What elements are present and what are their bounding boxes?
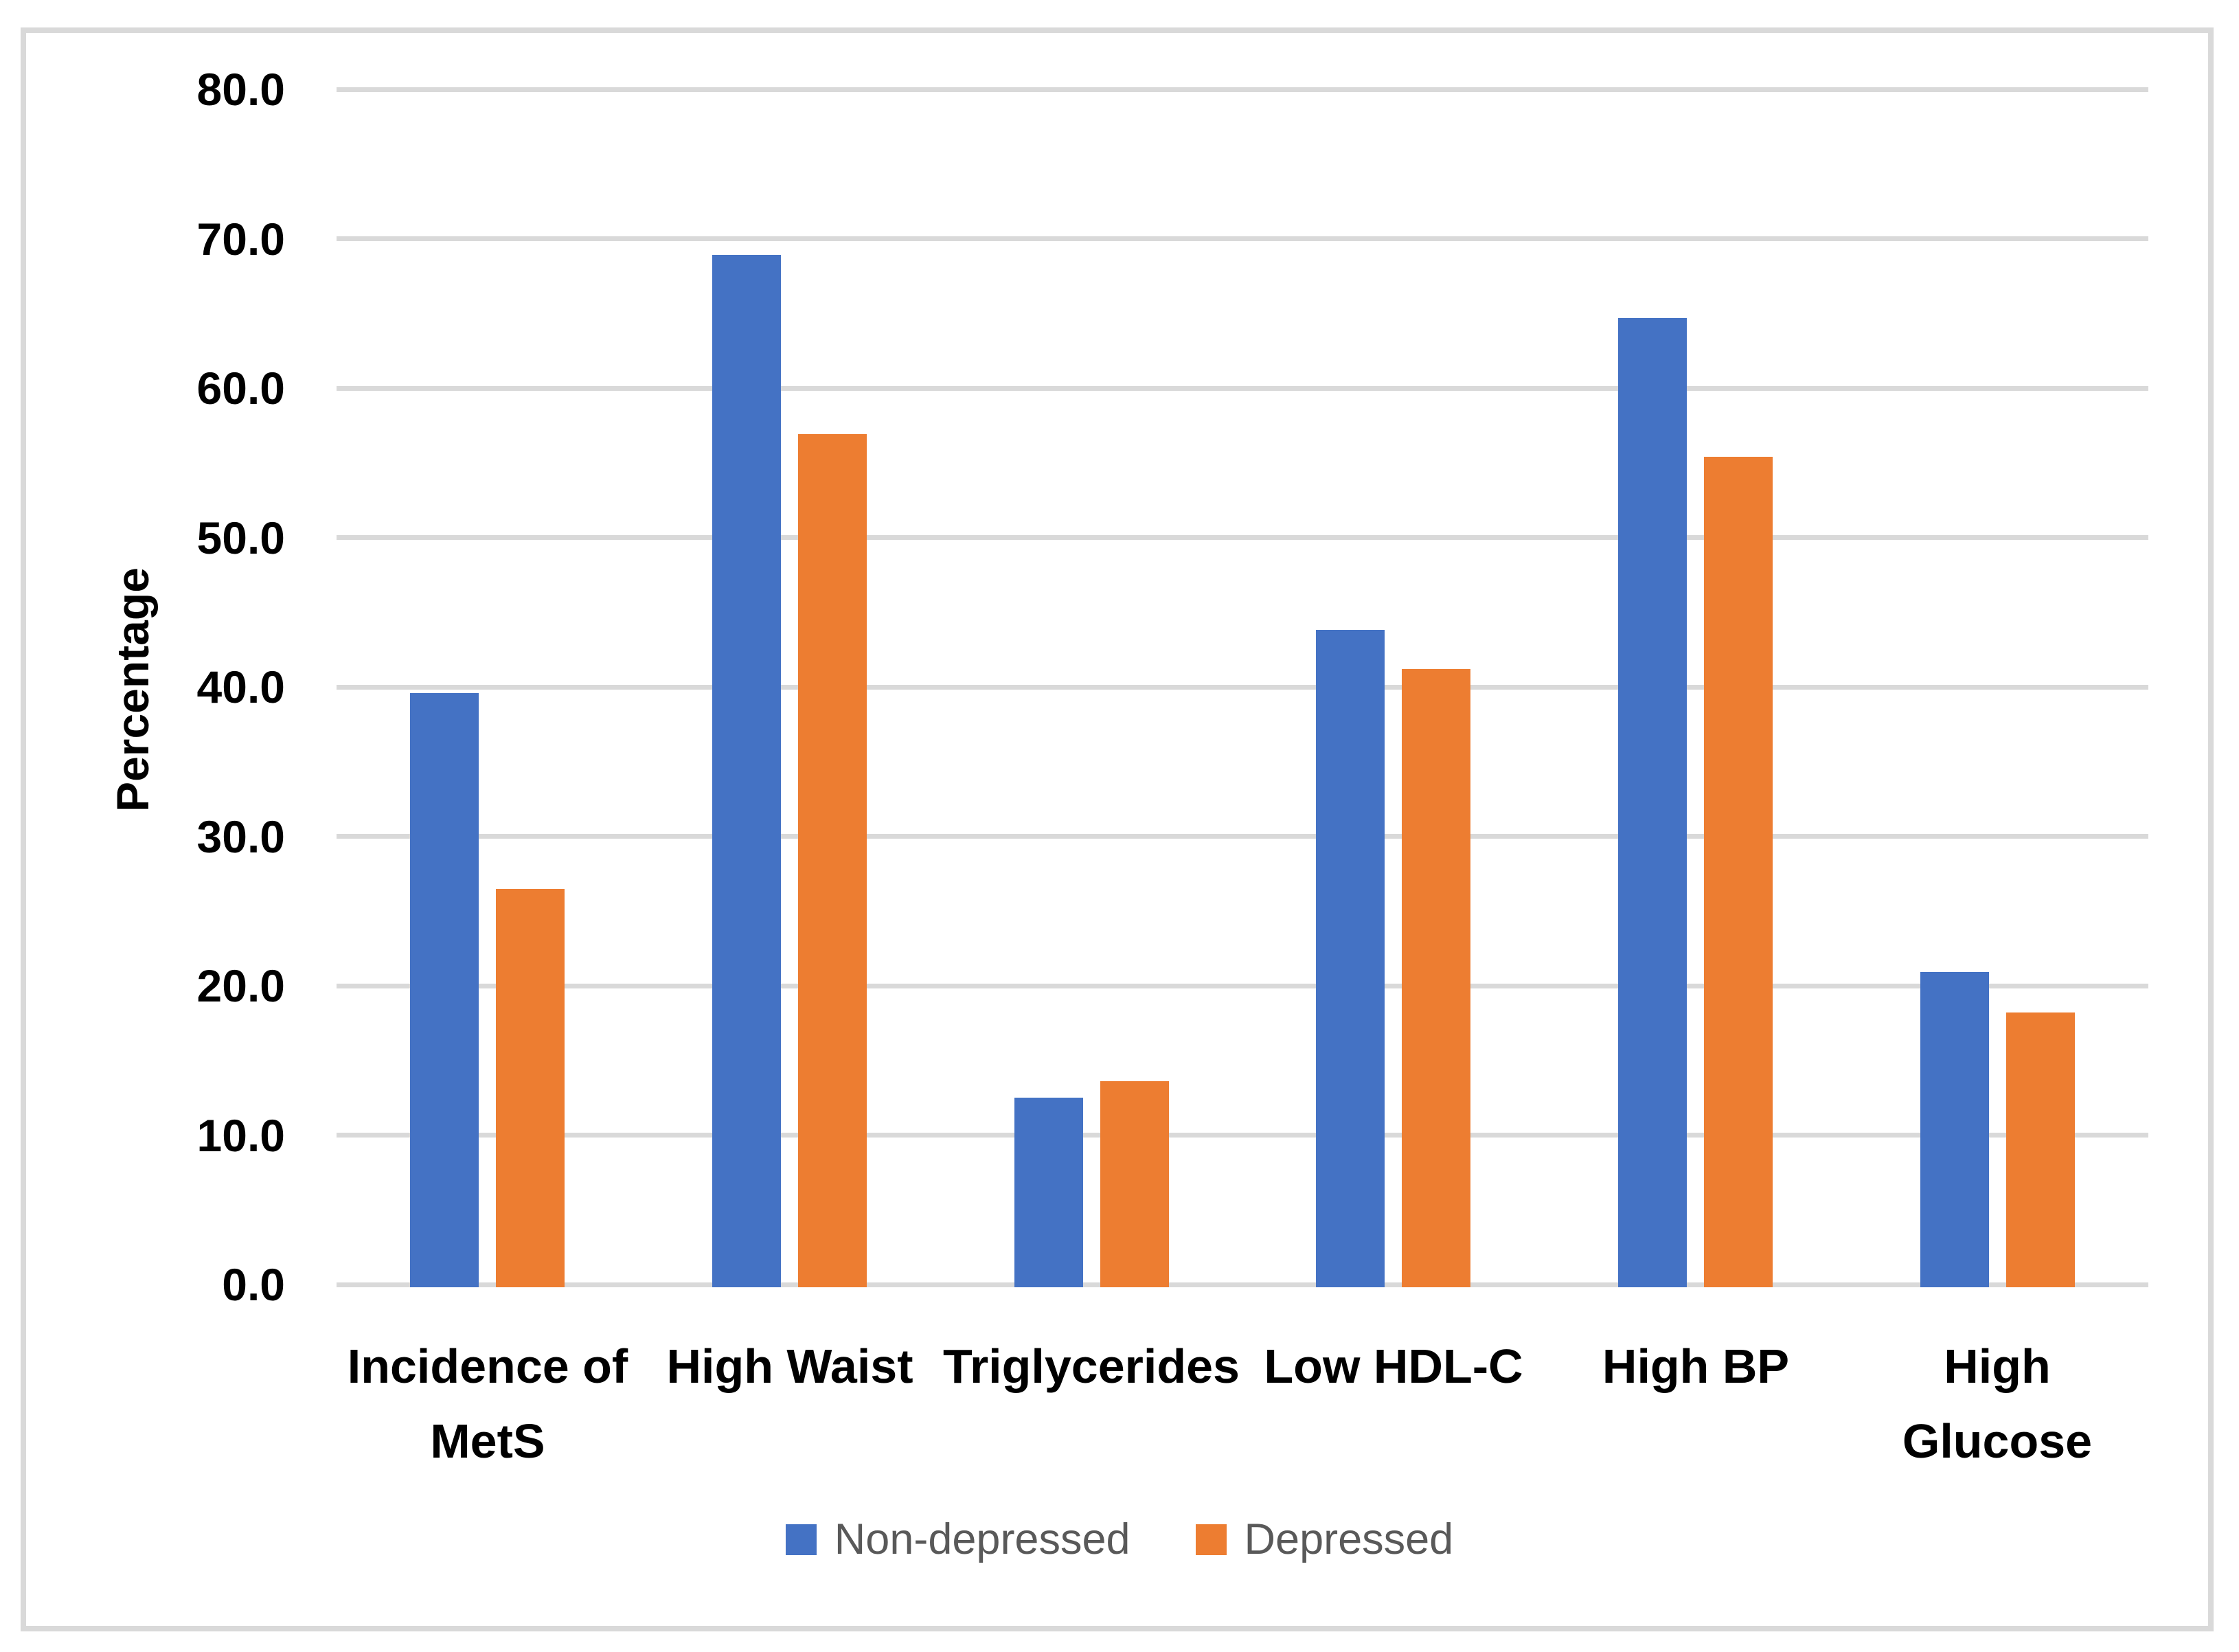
x-axis-label-line: High Waist	[666, 1339, 913, 1393]
x-axis-label-incidence-of-mets: Incidence of MetS	[337, 1329, 639, 1479]
legend-item-non-depressed: Non-depressed	[785, 1515, 1130, 1564]
bar-non-depressed-high-bp	[1618, 318, 1687, 1287]
bar-depressed-incidence-of-mets	[496, 889, 565, 1287]
bar-non-depressed-high-glucose	[1920, 972, 1989, 1287]
y-tick-label-0.0: 0.0	[222, 1259, 285, 1310]
y-tick-label-30.0: 30.0	[196, 811, 285, 862]
bar-non-depressed-high-waist	[712, 255, 781, 1287]
y-tick-label-70.0: 70.0	[196, 214, 285, 264]
gridline-10.0	[337, 1133, 2148, 1138]
legend-label-depressed: Depressed	[1244, 1515, 1454, 1563]
x-axis-label-line: High	[1944, 1339, 2051, 1393]
x-axis-label-line: Glucose	[1902, 1414, 2093, 1468]
bar-depressed-high-glucose	[2006, 1012, 2075, 1287]
x-axis-label-line: Incidence of	[347, 1339, 628, 1393]
x-axis-label-line: Low HDL-C	[1264, 1339, 1523, 1393]
legend-item-depressed: Depressed	[1195, 1515, 1454, 1564]
x-axis-label-high-glucose: High Glucose	[1846, 1329, 2148, 1479]
y-tick-label-40.0: 40.0	[196, 661, 285, 712]
y-tick-label-20.0: 20.0	[196, 960, 285, 1011]
gridline-70.0	[337, 236, 2148, 241]
legend-swatch-depressed	[1195, 1524, 1227, 1555]
x-axis-label-high-waist: High Waist	[639, 1329, 941, 1404]
bar-depressed-high-waist	[798, 434, 867, 1287]
chart-border-frame	[21, 27, 2214, 1631]
y-tick-label-80.0: 80.0	[196, 64, 285, 115]
gridline-20.0	[337, 984, 2148, 988]
gridline-0.0	[337, 1282, 2148, 1287]
bar-non-depressed-triglycerides	[1014, 1098, 1083, 1287]
x-axis-label-line: High BP	[1602, 1339, 1790, 1393]
legend-swatch-non-depressed	[785, 1524, 817, 1555]
y-tick-label-60.0: 60.0	[196, 363, 285, 414]
bar-non-depressed-low-hdl-c	[1316, 630, 1385, 1287]
x-axis-label-line: MetS	[430, 1414, 545, 1468]
x-axis-label-high-bp: High BP	[1545, 1329, 1847, 1404]
x-axis-label-low-hdl-c: Low HDL-C	[1242, 1329, 1545, 1404]
bar-non-depressed-incidence-of-mets	[410, 693, 479, 1287]
x-axis-label-triglycerides: Triglycerides	[940, 1329, 1242, 1404]
gridline-50.0	[337, 535, 2148, 540]
x-axis-label-line: Triglycerides	[943, 1339, 1240, 1393]
legend-label-non-depressed: Non-depressed	[834, 1515, 1130, 1563]
legend: Non-depressed Depressed	[0, 1515, 2239, 1564]
bar-depressed-high-bp	[1704, 457, 1773, 1287]
bar-depressed-low-hdl-c	[1402, 669, 1470, 1287]
bar-depressed-triglycerides	[1100, 1081, 1169, 1287]
gridline-30.0	[337, 834, 2148, 839]
gridline-40.0	[337, 685, 2148, 690]
gridline-80.0	[337, 87, 2148, 92]
y-tick-label-10.0: 10.0	[196, 1110, 285, 1161]
gridline-60.0	[337, 386, 2148, 391]
y-tick-label-50.0: 50.0	[196, 512, 285, 563]
